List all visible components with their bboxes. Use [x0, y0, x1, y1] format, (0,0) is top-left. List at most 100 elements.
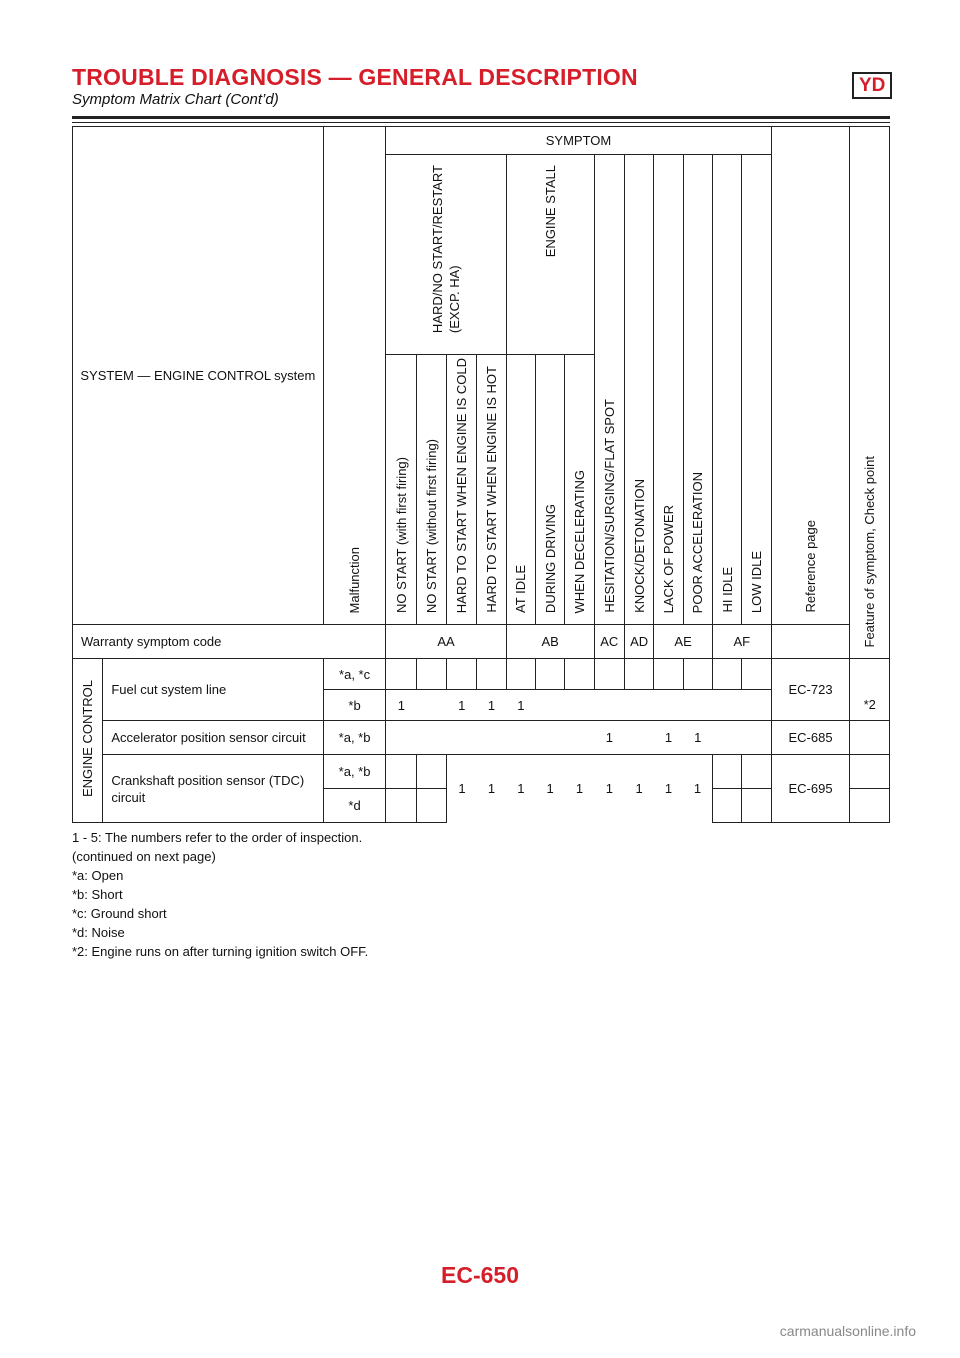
crank-mal-2: *d — [322, 788, 387, 823]
code-ae: AE — [653, 624, 713, 659]
crank-v4-label: 1 — [546, 781, 554, 797]
code-ac: AC — [593, 624, 625, 659]
header-rule-thin — [72, 122, 890, 123]
fuel-cut-v4: 1 — [476, 689, 507, 721]
crank-v1-label: 1 — [458, 781, 466, 797]
code-ad: AD — [623, 624, 655, 659]
table-row: *b 1 1 1 1 *2 — [73, 689, 890, 721]
crank-mal-1: *a, *b — [322, 754, 387, 789]
symptom-label-4: HARD TO START WHEN ENGINE IS HOT — [484, 366, 500, 613]
warranty-ref-blank — [770, 624, 851, 659]
section-label: ENGINE CONTROL — [80, 680, 96, 798]
symptom-label-3: HARD TO START WHEN ENGINE IS COLD — [454, 357, 470, 613]
group-hard-start-line2: (EXCP. HA) — [447, 265, 463, 334]
code-aa-label: AA — [437, 634, 455, 649]
code-ab: AB — [505, 624, 595, 659]
crank-v8-label: 1 — [664, 781, 673, 797]
header-rule — [72, 116, 890, 119]
symptom-col-11: POOR ACCELERATION — [682, 154, 713, 625]
fuel-cut-ref-label: EC-723 — [788, 682, 833, 697]
group-engine-stall: ENGINE STALL — [505, 154, 595, 355]
fuel-cut-v5: 1 — [506, 689, 536, 721]
symptom-col-9: KNOCK/DETONATION — [623, 154, 655, 625]
symptom-col-13: LOW IDLE — [741, 154, 772, 625]
footnote: *2: Engine runs on after turning ignitio… — [72, 944, 369, 959]
symptom-label-2: NO START (without first firing) — [423, 438, 439, 613]
fuel-cut-feature-top — [849, 658, 890, 690]
group-hard-start-line1: HARD/NO START/RESTART — [430, 165, 446, 334]
footnotes: 1 - 5: The numbers refer to the order of… — [72, 828, 368, 961]
watermark: carmanualsonline.info — [779, 1323, 916, 1339]
fuel-cut-mal-2: *b — [322, 689, 387, 721]
accel-v8-label: 1 — [605, 730, 613, 745]
accel-feature — [849, 720, 890, 755]
footnote: *d: Noise — [72, 925, 125, 940]
symptom-col-10: LACK OF POWER — [653, 154, 684, 625]
symptom-label-13: LOW IDLE — [748, 550, 764, 613]
page-number: EC-650 — [441, 1262, 519, 1288]
symptom-label-11: POOR ACCELERATION — [690, 471, 706, 613]
footnote: *c: Ground short — [72, 906, 167, 921]
symptom-label-12: HI IDLE — [719, 567, 735, 613]
symptom-col-4: HARD TO START WHEN ENGINE IS HOT — [476, 354, 507, 625]
crank-mal-1-label: *a, *b — [338, 764, 371, 779]
crank-v4: 1 — [536, 755, 565, 823]
symptom-matrix-table: SYSTEM — ENGINE CONTROL system Malfuncti… — [71, 126, 890, 823]
fuel-cut-v4-label: 1 — [487, 697, 496, 713]
symptom-label-5: AT IDLE — [513, 565, 529, 613]
crank-v7: 1 — [624, 755, 653, 823]
symptom-label-6: DURING DRIVING — [542, 503, 558, 613]
symptom-col-8: HESITATION/SURGING/FLAT SPOT — [593, 154, 625, 625]
symptom-label-1: NO START (with first firing) — [393, 456, 409, 613]
feature-label: Feature of symptom, Check point — [862, 455, 878, 647]
fuel-cut-mal-1: *a, *c — [322, 658, 387, 690]
page-title: TROUBLE DIAGNOSIS — GENERAL DESCRIPTION — [72, 64, 638, 90]
crank-v8: 1 — [654, 755, 683, 823]
row-crank-name: Crankshaft position sensor (TDC) circuit — [102, 754, 324, 823]
symptom-label-7: WHEN DECELERATING — [571, 469, 587, 614]
crank-v5-label: 1 — [575, 781, 584, 797]
symptom-col-3: HARD TO START WHEN ENGINE IS COLD — [446, 354, 478, 625]
section-label-cell: ENGINE CONTROL — [71, 658, 104, 823]
crank-v3-label: 1 — [517, 781, 525, 797]
fuel-cut-feature: *2 — [849, 689, 890, 721]
section-badge: YD — [852, 72, 893, 99]
crank-v7-label: 1 — [635, 781, 643, 797]
footnote: 1 - 5: The numbers refer to the order of… — [72, 830, 363, 845]
fuel-cut-v3: 1 — [446, 689, 477, 721]
fuel-cut-v1-label: 1 — [397, 697, 405, 713]
symptom-label: SYMPTOM — [545, 133, 612, 148]
accel-v11: 1 — [683, 720, 713, 755]
feature-header: Feature of symptom, Check point — [849, 126, 890, 659]
crank-v6: 1 — [594, 755, 624, 823]
crank-ref: EC-695 — [770, 754, 851, 823]
crank-mal-2-label: *d — [348, 798, 361, 813]
code-aa: AA — [385, 624, 507, 659]
row-fuel-cut-name: Fuel cut system line — [102, 658, 324, 721]
fuel-cut-mal-1-label: *a, *c — [339, 666, 371, 682]
malfunction-label: Malfunction — [347, 546, 363, 613]
crank-v5: 1 — [565, 755, 594, 823]
fuel-cut-feature-label: *2 — [863, 697, 876, 713]
crank-v9: 1 — [683, 755, 712, 823]
accel-v11-label: 1 — [694, 730, 702, 745]
crank-v6-label: 1 — [605, 781, 613, 797]
accel-ref: EC-685 — [770, 720, 851, 755]
code-af: AF — [711, 624, 772, 659]
accel-v10: 1 — [653, 720, 684, 755]
symptom-label-8: HESITATION/SURGING/FLAT SPOT — [601, 399, 617, 613]
fuel-cut-v3-label: 1 — [458, 697, 466, 713]
crank-v9-label: 1 — [693, 781, 702, 797]
crank-v2-label: 1 — [487, 781, 496, 797]
reference-label: Reference page — [803, 520, 819, 613]
table-row: *d — [73, 788, 890, 823]
system-label: SYSTEM — ENGINE CONTROL system — [80, 368, 316, 383]
symptom-col-5: AT IDLE — [505, 354, 537, 625]
symptom-col-12: HI IDLE — [711, 154, 743, 625]
fuel-cut-name: Fuel cut system line — [111, 682, 227, 697]
crank-ref-label: EC-695 — [788, 781, 833, 796]
symptom-header: SYMPTOM — [385, 126, 772, 155]
footnote: *a: Open — [72, 868, 124, 883]
accel-v10-label: 1 — [664, 730, 673, 745]
crank-name: Crankshaft position sensor (TDC) circuit — [111, 772, 305, 805]
